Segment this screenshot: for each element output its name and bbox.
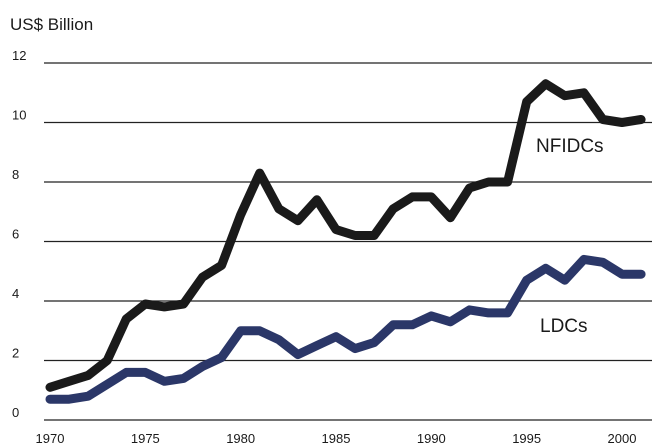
- x-tick-label: 1970: [36, 431, 65, 446]
- series-label-nfidcs: NFIDCs: [536, 136, 604, 157]
- y-tick-label: 0: [12, 405, 19, 420]
- x-tick-label: 1995: [512, 431, 541, 446]
- x-axis-ticks: 1970 1975 1980 1985 1990 1995 2000: [36, 431, 637, 446]
- y-axis-unit-label: US$ Billion: [10, 15, 93, 34]
- series-label-ldcs: LDCs: [540, 316, 588, 337]
- series-line-ldcs: [45, 254, 646, 404]
- series-lines: [45, 79, 646, 404]
- x-tick-label: 1985: [322, 431, 351, 446]
- x-tick-label: 1975: [131, 431, 160, 446]
- x-tick-label: 1980: [226, 431, 255, 446]
- y-tick-label: 4: [12, 286, 19, 301]
- gridlines: [44, 62, 652, 421]
- y-tick-label: 10: [12, 108, 26, 123]
- y-axis-ticks: 0 2 4 6 8 10 12: [12, 48, 26, 420]
- y-tick-label: 8: [12, 167, 19, 182]
- y-tick-label: 6: [12, 227, 19, 242]
- y-tick-label: 12: [12, 48, 26, 63]
- x-tick-label: 1990: [417, 431, 446, 446]
- series-line-nfidcs: [45, 79, 646, 392]
- y-tick-label: 2: [12, 346, 19, 361]
- x-tick-label: 2000: [608, 431, 637, 446]
